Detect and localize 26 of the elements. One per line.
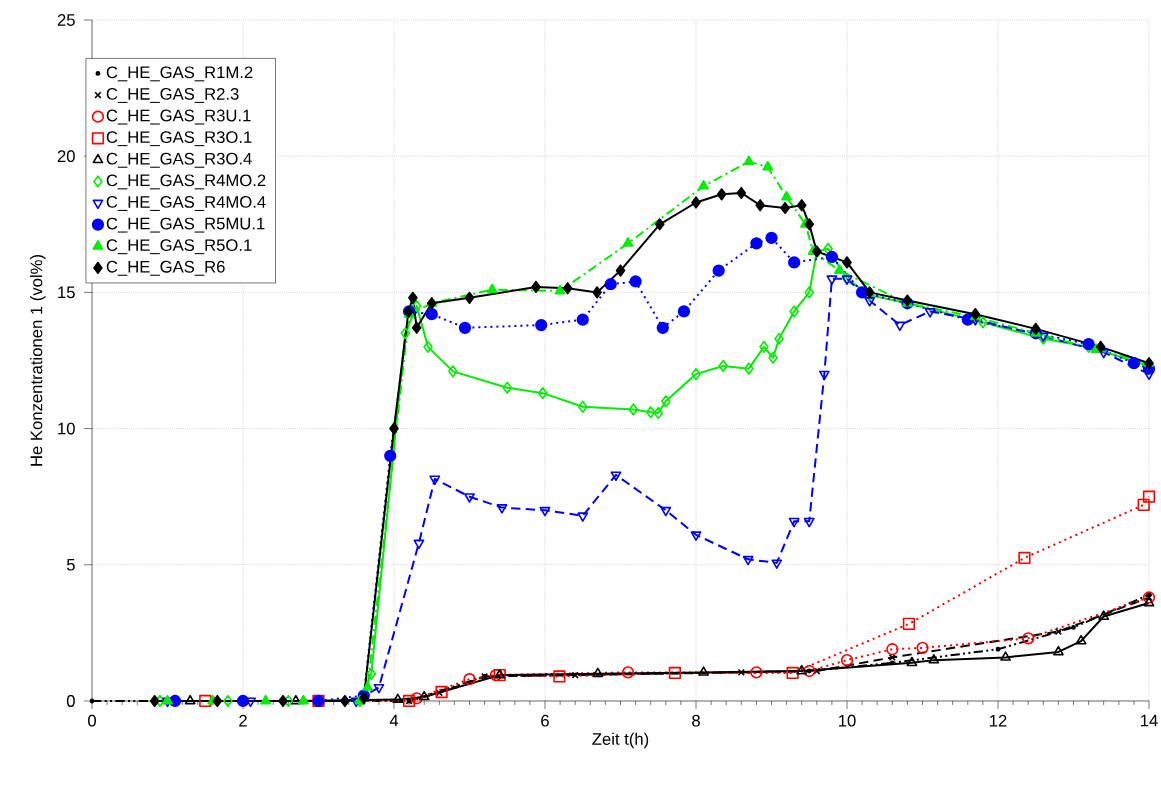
y-tick-label: 15 <box>58 286 75 299</box>
x-tick-label: 10 <box>839 714 856 727</box>
y-tick-label: 5 <box>66 558 75 571</box>
legend-label: C_HE_GAS_R3U.1 <box>106 109 251 125</box>
x-tick-label: 6 <box>541 714 549 727</box>
y-tick-label: 25 <box>57 14 75 26</box>
y-tick-label: 20 <box>57 150 75 163</box>
legend-label: C_HE_GAS_R2.3 <box>106 88 239 103</box>
x-axis-title: Zeit t(h) <box>592 732 649 749</box>
legend-label: C_HE_GAS_R5MU.1 <box>106 217 265 233</box>
y-tick-label: 10 <box>58 422 75 435</box>
legend-label: C_HE_GAS_R1M.2 <box>106 66 253 82</box>
legend-label: C_HE_GAS_R3O.4 <box>106 152 252 168</box>
x-tick-label: 8 <box>692 714 700 727</box>
x-tick-label: 4 <box>389 714 399 727</box>
y-tick-label: 0 <box>66 695 75 707</box>
x-tick-label: 14 <box>1141 714 1158 727</box>
y-axis-title: He Konzentrationen 1 (vol%) <box>30 255 46 466</box>
legend-label: C_HE_GAS_R5O.1 <box>106 239 252 255</box>
x-tick-label: 2 <box>239 714 247 727</box>
x-tick-label: 0 <box>88 714 96 727</box>
legend-label: C_HE_GAS_R4MO.4 <box>106 196 266 211</box>
legend-label: C_HE_GAS_R6 <box>106 260 225 276</box>
legend-label: C_HE_GAS_R3O.1 <box>106 131 252 147</box>
x-tick-label: 12 <box>990 714 1007 727</box>
legend-label: C_HE_GAS_R4MO.2 <box>106 174 266 190</box>
